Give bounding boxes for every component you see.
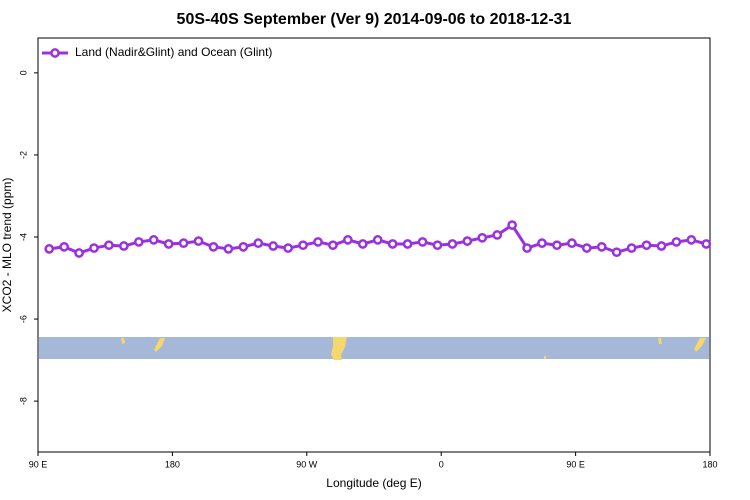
- y-tick-label: 0: [18, 70, 28, 75]
- data-point: [253, 238, 264, 249]
- data-point: [656, 241, 667, 251]
- data-point: [313, 237, 323, 247]
- data-point: [44, 244, 55, 254]
- data-point: [268, 241, 279, 251]
- data-point: [567, 238, 577, 249]
- data-point: [328, 240, 338, 251]
- data-point: [372, 235, 383, 245]
- data-point: [596, 241, 607, 252]
- data-point: [507, 220, 517, 230]
- data-point: [89, 243, 99, 253]
- y-axis-label: XCO2 - MLO trend (ppm): [0, 178, 14, 313]
- data-point: [193, 236, 204, 246]
- x-tick-label: 90 W: [296, 459, 318, 469]
- data-point: [343, 235, 353, 245]
- data-point: [417, 237, 428, 247]
- x-tick-label: 0: [439, 459, 444, 469]
- data-point: [357, 239, 368, 249]
- data-point: [238, 241, 249, 252]
- data-point: [402, 239, 413, 249]
- x-axis-label: Longitude (deg E): [326, 476, 421, 490]
- data-point: [641, 240, 652, 251]
- y-tick-label: -2: [18, 151, 28, 159]
- data-point: [552, 240, 562, 251]
- land-map-strip: [39, 337, 709, 360]
- x-tick-label: 90 E: [29, 459, 48, 469]
- data-point: [537, 238, 547, 249]
- data-point: [611, 247, 622, 258]
- data-point: [581, 243, 592, 253]
- data-point: [447, 239, 458, 249]
- data-point: [671, 237, 682, 247]
- x-tick-label: 90 E: [566, 459, 585, 469]
- data-point: [492, 230, 503, 240]
- data-point: [104, 240, 114, 251]
- data-point: [74, 248, 84, 258]
- data-point: [462, 236, 473, 246]
- legend-label: Land (Nadir&Glint) and Ocean (Glint): [75, 45, 272, 59]
- data-point: [178, 238, 189, 249]
- y-tick-label: -8: [18, 397, 28, 405]
- chart-title: 50S-40S September (Ver 9) 2014-09-06 to …: [177, 11, 572, 28]
- data-point: [298, 240, 308, 251]
- data-point: [387, 239, 398, 249]
- data-point: [223, 244, 234, 254]
- data-point: [133, 237, 144, 247]
- data-point: [119, 241, 129, 251]
- data-point: [626, 243, 637, 253]
- x-tick-label: 180: [165, 459, 180, 469]
- data-point: [163, 239, 174, 249]
- y-tick-label: -6: [18, 315, 28, 323]
- y-tick-label: -4: [18, 233, 28, 241]
- data-point: [522, 243, 532, 253]
- x-tick-label: 180: [702, 459, 717, 469]
- legend-marker: [50, 48, 60, 58]
- data-point: [701, 239, 712, 249]
- data-point: [432, 240, 443, 251]
- data-point: [283, 243, 293, 253]
- data-point: [59, 241, 69, 252]
- data-point: [208, 241, 219, 252]
- data-point: [686, 235, 697, 245]
- data-point: [477, 232, 488, 243]
- data-point: [148, 235, 159, 245]
